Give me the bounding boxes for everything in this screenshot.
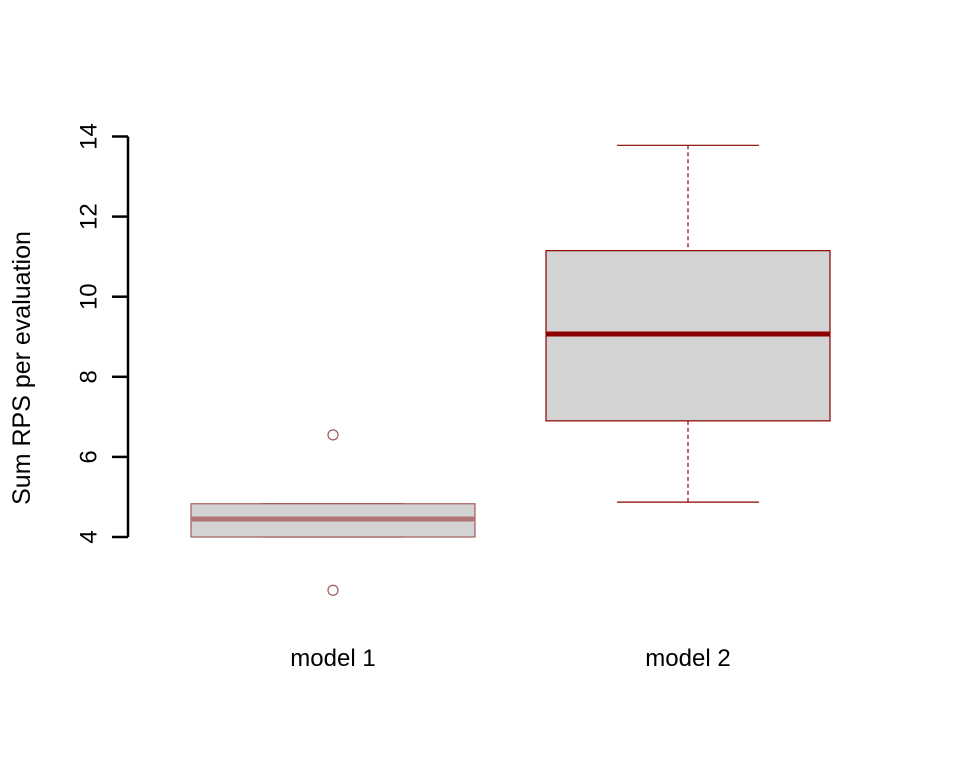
y-tick-label: 10 <box>75 283 102 310</box>
box-group <box>190 429 476 596</box>
x-axis-labels: model 1 model 2 <box>290 645 730 672</box>
y-axis-title: Sum RPS per evaluation <box>8 231 36 505</box>
boxes-layer <box>190 144 831 596</box>
y-tick-label: 12 <box>75 203 102 230</box>
y-tick-label: 8 <box>75 370 102 383</box>
box-group <box>545 144 831 503</box>
category-label: model 2 <box>645 645 730 672</box>
y-tick-label: 14 <box>75 123 102 150</box>
y-tick-label: 6 <box>75 450 102 463</box>
y-tick-label: 4 <box>75 530 102 543</box>
y-axis: 4 6 8 10 12 14 <box>75 123 130 544</box>
outlier-point <box>327 429 339 441</box>
category-label: model 1 <box>290 645 375 672</box>
outlier-point <box>327 584 339 596</box>
